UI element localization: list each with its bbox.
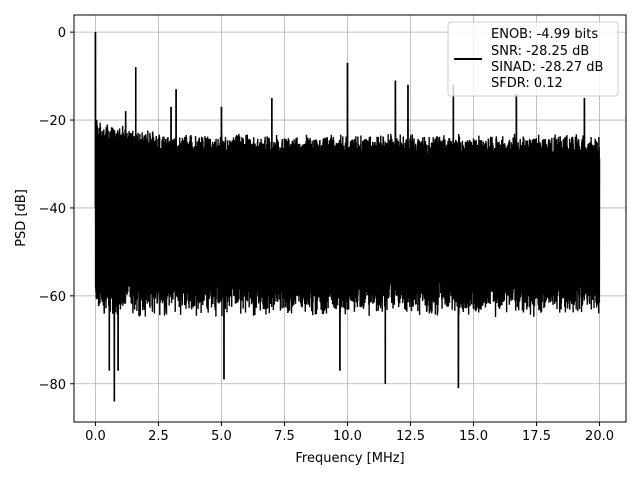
x-tick-label: 7.5 (274, 429, 295, 444)
legend: ENOB: -4.99 bits SNR: -28.25 dB SINAD: -… (447, 21, 619, 97)
y-tick-label: 0 (58, 26, 66, 41)
y-tick-label: −80 (39, 378, 66, 393)
legend-snr: SNR: -28.25 dB (491, 44, 589, 59)
x-tick-label: 12.5 (396, 429, 425, 444)
x-tick-label: 15.0 (459, 429, 488, 444)
x-axis: 0.0 2.5 5.0 7.5 10.0 12.5 15.0 17.5 20.0 (85, 422, 614, 444)
y-tick-label: −20 (39, 114, 66, 129)
x-tick-label: 0.0 (85, 429, 106, 444)
psd-series-line (94, 32, 601, 402)
x-tick-label: 17.5 (522, 429, 551, 444)
x-tick-label: 10.0 (333, 429, 362, 444)
x-tick-label: 20.0 (585, 429, 614, 444)
y-tick-label: −60 (39, 290, 66, 305)
y-axis: 0 −20 −40 −60 −80 (39, 26, 74, 393)
y-tick-label: −40 (39, 202, 66, 217)
legend-sinad: SINAD: -28.27 dB (491, 60, 603, 75)
x-tick-label: 5.0 (211, 429, 232, 444)
legend-sfdr: SFDR: 0.12 (491, 76, 563, 91)
x-tick-label: 2.5 (148, 429, 169, 444)
legend-enob: ENOB: -4.99 bits (491, 27, 598, 42)
y-axis-label: PSD [dB] (14, 189, 29, 247)
legend-box (447, 21, 619, 97)
x-axis-label: Frequency [MHz] (295, 451, 404, 466)
plot-frame (73, 14, 627, 423)
